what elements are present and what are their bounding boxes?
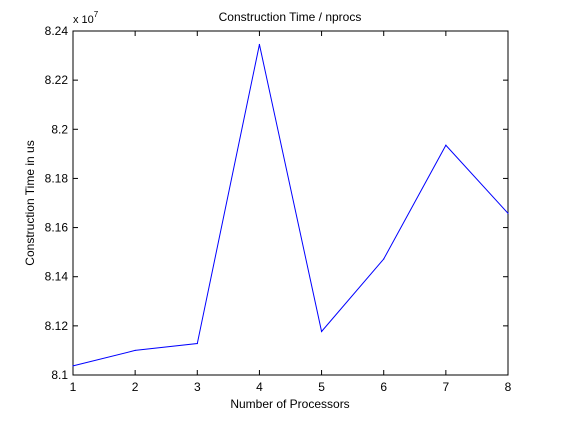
x-tick-label: 8 (505, 380, 512, 394)
y-ticks: 8.1 8.12 8.14 8.16 8.18 8.2 8.22 8.24 (45, 24, 508, 382)
series-layer (72, 43, 509, 367)
x-tick-label: 5 (318, 380, 325, 394)
y-tick-label: 8.14 (45, 270, 69, 284)
y-tick-label: 8.16 (45, 221, 69, 235)
data-point (72, 365, 74, 367)
x-axis-label: Number of Processors (230, 397, 349, 411)
plot-area (72, 30, 509, 376)
x-tick-label: 6 (380, 380, 387, 394)
y-tick-label: 8.12 (45, 319, 69, 333)
data-point (383, 258, 385, 260)
x-ticks: 1 2 3 4 5 6 7 8 (70, 31, 512, 394)
data-point (507, 212, 509, 214)
y-axis-label: Construction Time in us (23, 140, 37, 265)
data-point (134, 349, 136, 352)
x-tick-label: 3 (194, 380, 201, 394)
data-point (445, 144, 447, 146)
y-tick-label: 8.24 (45, 24, 69, 38)
y-exponent-base: x 10 (73, 14, 94, 26)
y-tick-label: 8.18 (45, 171, 69, 185)
data-point (320, 330, 323, 333)
y-tick-label: 8.1 (51, 368, 68, 382)
y-exponent-label: x 107 (73, 10, 99, 26)
x-tick-label: 1 (70, 380, 77, 394)
chart-title: Construction Time / nprocs (219, 10, 362, 24)
x-tick-label: 2 (132, 380, 139, 394)
data-point (196, 342, 198, 345)
data-point (258, 43, 261, 46)
x-tick-label: 4 (256, 380, 263, 394)
series-line-0 (72, 44, 509, 367)
y-tick-label: 8.2 (51, 122, 68, 136)
y-tick-label: 8.22 (45, 73, 69, 87)
y-exponent-power: 7 (94, 10, 99, 19)
x-tick-label: 7 (443, 380, 450, 394)
